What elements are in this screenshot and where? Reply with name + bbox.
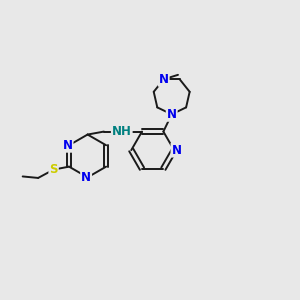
Text: N: N bbox=[81, 171, 91, 184]
Text: N: N bbox=[63, 139, 73, 152]
Text: N: N bbox=[172, 144, 182, 157]
Text: N: N bbox=[159, 73, 169, 86]
Text: N: N bbox=[167, 108, 177, 121]
Text: S: S bbox=[49, 163, 58, 176]
Text: NH: NH bbox=[112, 125, 132, 138]
